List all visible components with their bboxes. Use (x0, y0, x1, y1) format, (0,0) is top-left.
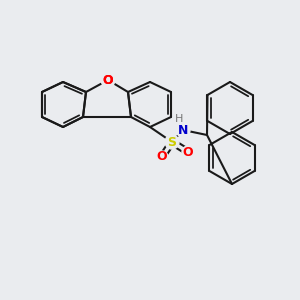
Circle shape (101, 73, 115, 87)
Text: O: O (157, 151, 167, 164)
Text: H: H (175, 114, 183, 124)
Text: O: O (183, 146, 193, 158)
Text: O: O (103, 74, 113, 86)
Text: O: O (103, 74, 113, 86)
Text: S: S (167, 136, 176, 148)
Circle shape (156, 151, 168, 163)
Circle shape (165, 135, 179, 149)
Circle shape (182, 146, 194, 158)
Circle shape (174, 114, 184, 124)
Text: N: N (178, 124, 188, 136)
Circle shape (176, 123, 190, 137)
